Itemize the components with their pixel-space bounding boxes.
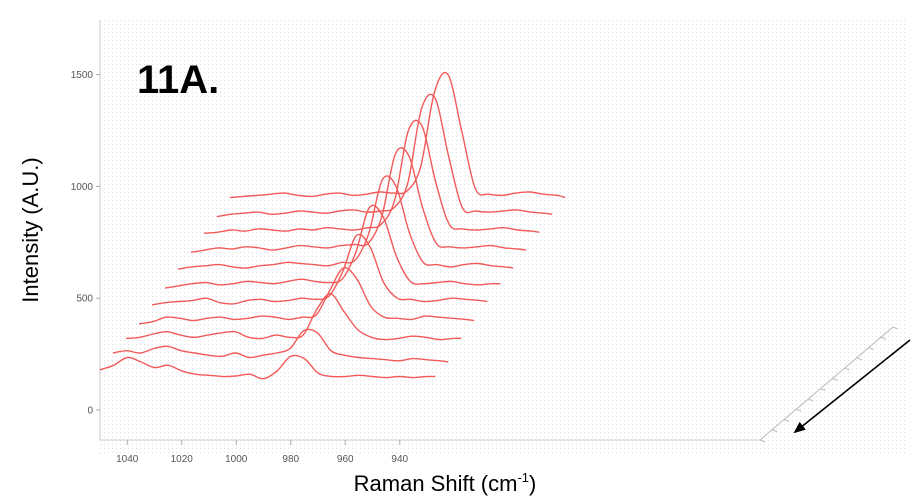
y-tick-label: 1000 [71, 182, 94, 193]
depth-tick-mark [771, 429, 778, 433]
depth-axis-line [759, 326, 894, 441]
depth-tick-mark [796, 408, 802, 412]
x-tick-label: 980 [282, 454, 299, 465]
series-line-8 [190, 147, 527, 253]
series-line-1 [99, 354, 436, 380]
depth-axis-ticks [759, 326, 899, 443]
series-line-7 [177, 175, 514, 270]
depth-arrow [793, 339, 911, 434]
series-group [99, 71, 566, 380]
depth-tick-mark [783, 418, 790, 422]
depth-tick-mark [759, 439, 766, 443]
plot-background [98, 18, 908, 456]
depth-tick-mark [844, 367, 850, 371]
series-line-5 [151, 233, 488, 306]
depth-tick-mark [880, 336, 887, 340]
series-line-9 [203, 119, 540, 234]
series-line-2 [112, 328, 449, 363]
x-axis-title-superscript: -1 [517, 470, 529, 485]
depth-tick-mark [820, 388, 826, 392]
depth-tick-mark [832, 377, 838, 381]
y-axis-ticks: 0 500 1000 1500 [71, 70, 100, 417]
depth-tick-mark [892, 326, 899, 330]
panel-label: 11A. [137, 58, 219, 102]
x-tick-label: 1040 [116, 454, 139, 465]
depth-tick-mark [868, 347, 875, 351]
y-tick-label: 500 [76, 294, 93, 305]
y-tick-label: 1500 [71, 70, 94, 81]
x-tick-label: 960 [337, 454, 354, 465]
series-line-11 [229, 71, 566, 199]
series-line-6 [164, 204, 501, 289]
x-axis-ticks: 1040 1020 1000 980 960 940 [116, 440, 409, 465]
x-axis-title-main: Raman Shift (cm [354, 471, 518, 496]
depth-tick-mark [808, 398, 814, 402]
series-line-4 [138, 266, 475, 325]
depth-tick-mark [856, 357, 862, 361]
series-line-3 [125, 293, 462, 341]
x-tick-label: 1000 [225, 454, 248, 465]
x-axis-title-suffix: ) [529, 471, 536, 496]
y-tick-label: 0 [87, 406, 93, 417]
x-tick-label: 1020 [171, 454, 194, 465]
series-line-10 [216, 93, 553, 218]
x-axis-title: Raman Shift (cm-1) [354, 470, 537, 496]
x-tick-label: 940 [391, 454, 408, 465]
y-axis-title: Intensity (A.U.) [18, 157, 43, 302]
